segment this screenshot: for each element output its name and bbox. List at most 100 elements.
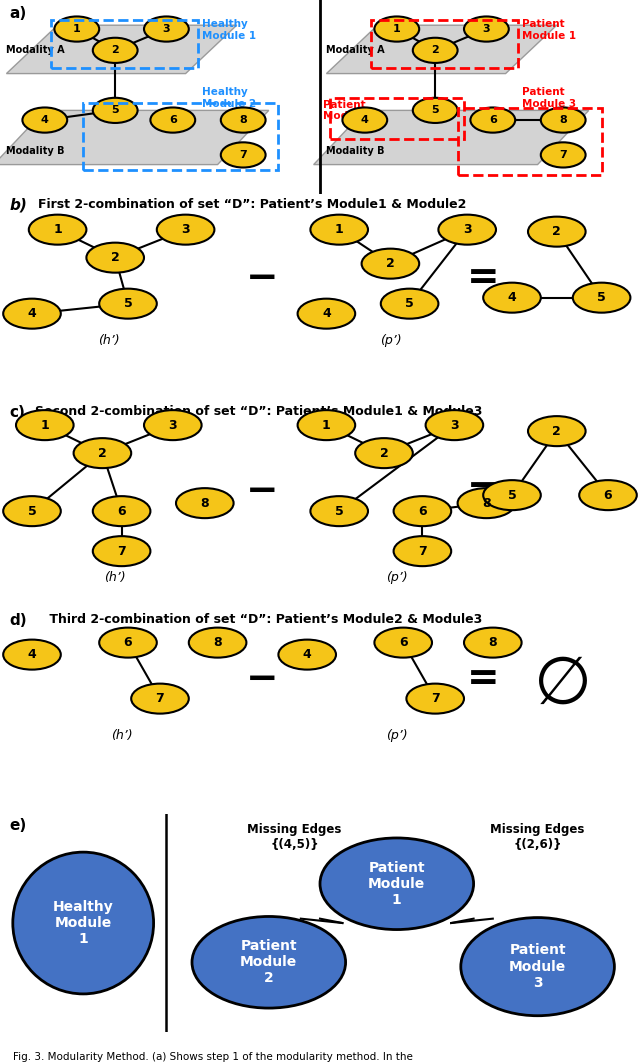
Text: 4: 4 xyxy=(303,648,312,661)
Text: 5: 5 xyxy=(124,297,132,311)
Ellipse shape xyxy=(29,215,86,245)
Text: 1: 1 xyxy=(73,24,81,34)
Text: 5: 5 xyxy=(335,504,344,518)
Ellipse shape xyxy=(579,480,637,510)
Ellipse shape xyxy=(413,98,458,123)
Text: Healthy
Module 2: Healthy Module 2 xyxy=(202,87,256,109)
Ellipse shape xyxy=(470,107,515,133)
Text: 2: 2 xyxy=(552,425,561,437)
Text: d): d) xyxy=(10,613,28,628)
Ellipse shape xyxy=(362,249,419,279)
Text: 2: 2 xyxy=(552,226,561,238)
Ellipse shape xyxy=(22,107,67,133)
Ellipse shape xyxy=(221,143,266,167)
Text: 7: 7 xyxy=(117,545,126,558)
Text: 4: 4 xyxy=(28,648,36,661)
Text: 3: 3 xyxy=(463,223,472,236)
Text: Patient
Module 3: Patient Module 3 xyxy=(522,87,576,109)
Polygon shape xyxy=(326,26,557,73)
Text: First 2-combination of set “D”: Patient’s Module1 & Module2: First 2-combination of set “D”: Patient’… xyxy=(38,198,467,211)
Ellipse shape xyxy=(3,496,61,527)
Ellipse shape xyxy=(298,410,355,440)
Text: Healthy
Module
1: Healthy Module 1 xyxy=(53,900,113,946)
Text: Fig. 3. Modularity Method. (a) Shows step 1 of the modularity method. In the: Fig. 3. Modularity Method. (a) Shows ste… xyxy=(13,1052,413,1062)
Text: −: − xyxy=(246,259,278,297)
Text: 8: 8 xyxy=(559,115,567,126)
Text: Missing Edges: Missing Edges xyxy=(490,822,585,835)
Text: 6: 6 xyxy=(169,115,177,126)
Text: 4: 4 xyxy=(508,292,516,304)
Ellipse shape xyxy=(150,107,195,133)
Text: Modality A: Modality A xyxy=(326,46,385,55)
Polygon shape xyxy=(6,26,237,73)
Text: b): b) xyxy=(10,198,28,213)
Ellipse shape xyxy=(221,107,266,133)
Text: 8: 8 xyxy=(488,636,497,649)
Text: 5: 5 xyxy=(508,488,516,501)
Text: {(2,6)}: {(2,6)} xyxy=(513,838,562,851)
Text: 8: 8 xyxy=(239,115,247,126)
Text: Second 2-combination of set “D”: Patient’s Module1 & Module3: Second 2-combination of set “D”: Patient… xyxy=(35,405,483,418)
Ellipse shape xyxy=(74,438,131,468)
Text: 2: 2 xyxy=(98,447,107,460)
Text: 1: 1 xyxy=(393,24,401,34)
Text: 1: 1 xyxy=(322,418,331,432)
Text: {(4,5)}: {(4,5)} xyxy=(270,838,319,851)
Ellipse shape xyxy=(144,16,189,41)
Text: −: − xyxy=(246,472,278,510)
Text: 1: 1 xyxy=(335,223,344,236)
Ellipse shape xyxy=(464,16,509,41)
Text: Third 2-combination of set “D”: Patient’s Module2 & Module3: Third 2-combination of set “D”: Patient’… xyxy=(45,613,482,626)
Ellipse shape xyxy=(426,410,483,440)
Ellipse shape xyxy=(93,98,138,123)
Ellipse shape xyxy=(93,536,150,566)
Ellipse shape xyxy=(374,628,432,658)
Text: 7: 7 xyxy=(156,692,164,705)
Text: 3: 3 xyxy=(483,24,490,34)
Ellipse shape xyxy=(99,288,157,319)
Text: 5: 5 xyxy=(431,105,439,115)
Text: Missing Edges: Missing Edges xyxy=(247,822,342,835)
Text: 6: 6 xyxy=(124,636,132,649)
Text: =: = xyxy=(467,259,499,297)
Text: 3: 3 xyxy=(163,24,170,34)
Text: 2: 2 xyxy=(431,46,439,55)
Text: 4: 4 xyxy=(322,307,331,320)
Ellipse shape xyxy=(3,299,61,329)
Text: −: − xyxy=(246,660,278,698)
Text: 3: 3 xyxy=(450,418,459,432)
Text: 7: 7 xyxy=(418,545,427,558)
Ellipse shape xyxy=(528,217,586,247)
Ellipse shape xyxy=(381,288,438,319)
Ellipse shape xyxy=(355,438,413,468)
Ellipse shape xyxy=(483,480,541,510)
Text: 7: 7 xyxy=(239,150,247,160)
Ellipse shape xyxy=(438,215,496,245)
Text: =: = xyxy=(467,660,499,698)
Ellipse shape xyxy=(16,410,74,440)
Ellipse shape xyxy=(3,639,61,669)
Text: 5: 5 xyxy=(111,105,119,115)
Ellipse shape xyxy=(573,283,630,313)
Text: Patient
Module
1: Patient Module 1 xyxy=(368,861,426,907)
Ellipse shape xyxy=(413,37,458,63)
Text: 5: 5 xyxy=(405,297,414,311)
Ellipse shape xyxy=(406,683,464,714)
Text: 2: 2 xyxy=(386,257,395,270)
Text: 5: 5 xyxy=(597,292,606,304)
Ellipse shape xyxy=(458,488,515,518)
Ellipse shape xyxy=(93,37,138,63)
Text: (p’): (p’) xyxy=(386,729,408,742)
Text: 2: 2 xyxy=(111,251,120,264)
Text: 6: 6 xyxy=(604,488,612,501)
Text: 4: 4 xyxy=(41,115,49,126)
Ellipse shape xyxy=(157,215,214,245)
Ellipse shape xyxy=(320,838,474,930)
Ellipse shape xyxy=(13,852,154,994)
Text: a): a) xyxy=(10,5,27,21)
Text: 4: 4 xyxy=(28,307,36,320)
Ellipse shape xyxy=(278,639,336,669)
Ellipse shape xyxy=(99,628,157,658)
Ellipse shape xyxy=(461,917,614,1016)
Text: 6: 6 xyxy=(489,115,497,126)
